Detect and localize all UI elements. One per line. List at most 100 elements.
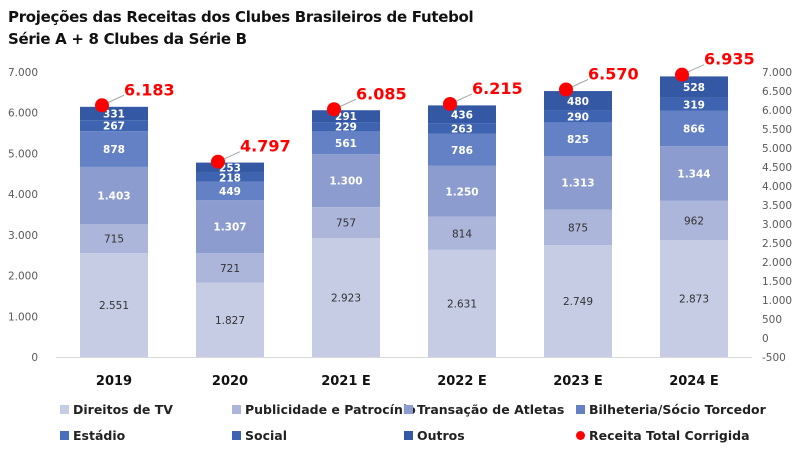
data-label: 263 xyxy=(451,123,473,135)
data-label: 878 xyxy=(103,144,125,156)
legend-swatch xyxy=(232,431,241,440)
chart-title: Projeções das Receitas dos Clubes Brasil… xyxy=(8,8,474,26)
data-label: 2.749 xyxy=(563,296,593,308)
y-right-tick-label: -500 xyxy=(762,352,786,364)
legend-item-publicidade: Publicidade e Patrocínio xyxy=(232,402,416,417)
bar-segment xyxy=(312,122,380,132)
total-marker xyxy=(559,82,573,97)
legend-swatch xyxy=(232,405,241,414)
legend-item-outros: Outros xyxy=(404,428,465,443)
legend-label: Transação de Atletas xyxy=(417,402,565,417)
total-label: 6.085 xyxy=(356,84,407,103)
legend-item-transacao: Transação de Atletas xyxy=(404,402,564,417)
bar-segment xyxy=(660,240,728,357)
total-label: 6.935 xyxy=(704,50,755,69)
x-tick-label: 2021 E xyxy=(321,374,371,389)
legend-item-estadio: Estádio xyxy=(60,428,125,443)
data-label: 786 xyxy=(451,145,473,157)
bar-segment xyxy=(196,162,264,173)
data-label: 449 xyxy=(219,186,241,198)
bar-segment xyxy=(428,133,496,166)
y-right-tick-label: 4.000 xyxy=(762,181,792,193)
x-tick-label: 2024 E xyxy=(669,374,719,389)
y-right-tick-label: 1.000 xyxy=(762,295,792,307)
y-right-tick-label: 2.000 xyxy=(762,257,792,269)
data-label: 1.403 xyxy=(97,190,130,202)
x-tick-label: 2023 E xyxy=(553,374,603,389)
legend-item-bilheteria: Bilheteria/Sócio Torcedor xyxy=(576,402,766,417)
y-right-tick-label: 6.500 xyxy=(762,86,792,98)
y-right-tick-label: 2.500 xyxy=(762,238,792,250)
bar-segment xyxy=(428,216,496,250)
y-right-tick-label: 5.000 xyxy=(762,143,792,155)
legend-label: Receita Total Corrigida xyxy=(589,428,750,443)
bar-segment xyxy=(428,123,496,134)
bar-segment xyxy=(660,110,728,147)
data-label: 757 xyxy=(336,218,356,230)
legend-item-direitos-tv: Direitos de TV xyxy=(60,402,173,417)
total-label: 6.183 xyxy=(124,80,175,99)
stacked-bar-chart: 0 1.000 2.000 3.000 4.000 5.000 6.000 7.000 -500… xyxy=(8,50,792,389)
legend-label: Bilheteria/Sócio Torcedor xyxy=(589,402,766,417)
legend-label: Social xyxy=(245,428,288,443)
legend-label: Outros xyxy=(417,428,465,443)
x-tick-label: 2020 xyxy=(212,374,248,389)
legend: Direitos de TV Publicidade e Patrocínio … xyxy=(0,398,801,453)
bar-segment xyxy=(544,155,612,210)
data-label: 2.631 xyxy=(447,298,477,310)
chart-subtitle: Série A + 8 Clubes da Série B xyxy=(8,30,247,48)
y-right-tick-label: 3.500 xyxy=(762,200,792,212)
bar-segment xyxy=(196,172,264,182)
bar-segment xyxy=(80,106,148,121)
legend-swatch xyxy=(60,431,69,440)
legend-item-receita-total: Receita Total Corrigida xyxy=(576,428,750,443)
bar-segment xyxy=(544,91,612,111)
data-label: 1.344 xyxy=(677,169,710,181)
bar-segment xyxy=(428,249,496,357)
y-right-tick-label: 4.500 xyxy=(762,162,792,174)
data-label: 715 xyxy=(104,234,124,246)
bar-segment xyxy=(196,253,264,283)
data-label: 229 xyxy=(335,122,357,134)
bar-segment xyxy=(312,110,380,123)
legend-label: Direitos de TV xyxy=(73,402,173,417)
data-label: 331 xyxy=(103,109,125,121)
y-left-tick-label: 7.000 xyxy=(8,67,38,79)
bar-segment xyxy=(312,237,380,357)
data-label: 1.300 xyxy=(329,176,362,188)
data-label: 2.923 xyxy=(331,292,361,304)
legend-label: Publicidade e Patrocínio xyxy=(245,402,416,417)
bar-segment xyxy=(196,181,264,201)
y-right-tick-label: 0 xyxy=(762,333,769,345)
total-label: 4.797 xyxy=(240,137,291,156)
data-label: 721 xyxy=(220,263,240,275)
bar-segment xyxy=(312,207,380,238)
bar-segment xyxy=(312,154,380,208)
data-label: 1.827 xyxy=(215,315,245,327)
total-label: 6.570 xyxy=(588,65,639,84)
total-marker xyxy=(443,96,457,111)
data-label: 962 xyxy=(684,215,704,227)
total-marker xyxy=(95,98,109,113)
y-right-tick-label: 500 xyxy=(762,314,782,326)
data-label: 2.551 xyxy=(99,300,129,312)
bar-segment xyxy=(80,166,148,225)
total-marker xyxy=(675,67,689,82)
y-right-tick-label: 7.000 xyxy=(762,67,792,79)
legend-swatch xyxy=(576,405,585,414)
data-label: 875 xyxy=(568,222,588,234)
bar-segment xyxy=(80,131,148,167)
data-label: 561 xyxy=(335,138,357,150)
bar-segment xyxy=(80,253,148,357)
y-left-tick-label: 0 xyxy=(31,352,38,364)
bar-segment xyxy=(660,97,728,111)
data-label: 319 xyxy=(683,99,705,111)
y-right-tick-label: 1.500 xyxy=(762,276,792,288)
data-label: 866 xyxy=(683,124,705,136)
y-left-tick-label: 3.000 xyxy=(8,230,38,242)
y-left-tick-label: 1.000 xyxy=(8,311,38,323)
total-label: 6.215 xyxy=(472,79,523,98)
data-label: 291 xyxy=(335,111,357,123)
bar-segment xyxy=(544,209,612,246)
data-label: 1.250 xyxy=(445,186,478,198)
